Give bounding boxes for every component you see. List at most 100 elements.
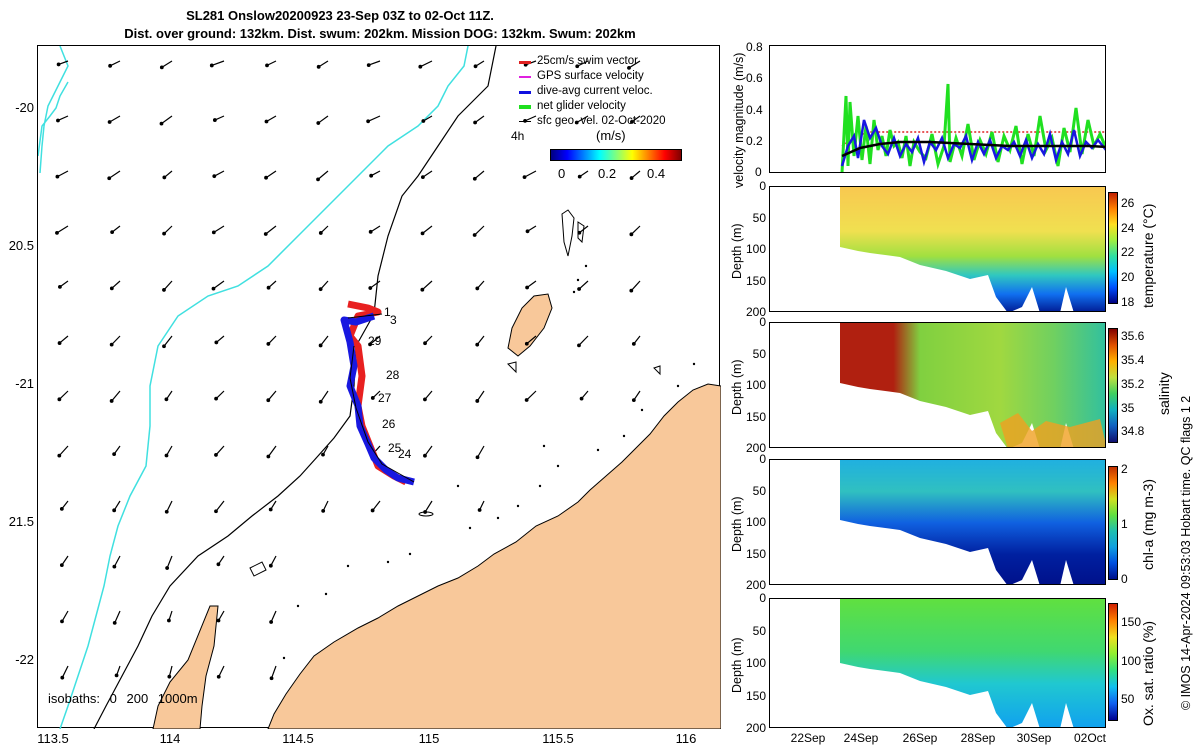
temp-cbar-tick: 18 (1121, 295, 1135, 309)
sal-cbar-tick: 35 (1121, 401, 1135, 415)
oxy-cbar-tick: 150 (1121, 615, 1142, 629)
velocity-arrow (113, 555, 121, 567)
velocity-arrow-head (162, 344, 166, 349)
vel-tick: 0.8 (746, 40, 763, 54)
velocity-arrow-head (524, 398, 529, 402)
date-tick: 30Sep (1016, 731, 1052, 745)
velocity-arrow-head (420, 231, 425, 236)
temp-cbar-tick: 26 (1121, 196, 1135, 210)
velocity-arrow (476, 390, 485, 402)
velocity-arrow-head (318, 343, 323, 348)
velocity-arrow-head (368, 342, 372, 347)
velocity-arrow-head (110, 230, 115, 235)
velocity-arrow (215, 445, 225, 456)
velocity-arrow-head (159, 121, 164, 126)
velocity-arrow-head (321, 508, 326, 513)
temp-cbar-tick: 24 (1121, 221, 1135, 235)
velocity-arrow-head (214, 453, 218, 457)
day-label: 3 (390, 313, 397, 327)
velocity-arrow-head (575, 64, 580, 69)
velocity-arrow-head (109, 399, 114, 403)
date-tick: 22Sep (790, 731, 826, 745)
vel-tick: 0.6 (746, 71, 763, 85)
velocity-arrow (524, 115, 537, 122)
velocity-arrow-head (266, 398, 271, 403)
velocity-arrow (108, 170, 121, 179)
sal-cbar-tick: 35.2 (1121, 377, 1145, 391)
depth-tick: 100 (745, 515, 766, 529)
velocity-arrow (526, 335, 537, 345)
depth-tick: 150 (745, 546, 766, 561)
velocity-arrow-head (212, 174, 217, 179)
velocity-arrow (270, 610, 277, 623)
velocity-arrow-head (522, 175, 527, 180)
date-tick: 28Sep (960, 731, 996, 745)
velocity-arrow (372, 500, 381, 511)
velocity-arrow (421, 280, 433, 291)
chla-colorbar (1108, 466, 1118, 580)
velocity-arrow-head (56, 62, 61, 67)
reef-islands (249, 209, 661, 577)
velocity-arrow-head (316, 177, 320, 182)
velocity-arrow (317, 170, 329, 180)
velocity-arrow-head (423, 341, 427, 346)
chla-section (840, 460, 1105, 584)
date-tick: 24Sep (843, 731, 879, 745)
temperature-section (840, 187, 1105, 311)
date-tick: 02Oct (1073, 731, 1106, 745)
velocity-arrow (576, 60, 589, 67)
velocity-arrow (524, 170, 537, 178)
velocity-arrow (114, 610, 121, 624)
velocity-arrow (161, 60, 173, 68)
velocity-arrow-head (579, 396, 584, 401)
velocity-arrow (422, 225, 433, 234)
depth-tick: 0 (759, 591, 766, 605)
velocity-arrow-head (420, 287, 425, 292)
net-velocity-line (840, 83, 1105, 172)
lat-tick: -21 (15, 376, 34, 391)
vel-ylabel: velocity magnitude (m/s) (732, 52, 746, 188)
velocity-arrow (61, 610, 69, 622)
velocity-arrow-head (164, 509, 169, 514)
lon-tick: 113.5 (37, 731, 69, 746)
velocity-arrow-head (366, 119, 371, 124)
vel-tick: 0.2 (746, 134, 763, 148)
velocity-arrow-head (368, 286, 373, 290)
chla-panel[interactable] (769, 459, 1106, 585)
velocity-arrow-head (209, 63, 214, 68)
depth-tick: 0 (759, 179, 766, 193)
velocity-arrow-head (318, 231, 323, 235)
salinity-panel[interactable] (769, 322, 1106, 448)
temperature-panel[interactable] (769, 186, 1106, 312)
velocity-arrow-head (58, 284, 62, 289)
sal-cbar-tick: 34.8 (1121, 424, 1145, 438)
velocity-arrow-head (629, 288, 634, 293)
oxygen-section (840, 599, 1105, 727)
velocity-arrow-head (265, 63, 269, 68)
velocity-arrow (58, 445, 69, 457)
credit-text: © IMOS 14-Apr-2024 09:53:03 Hobart time.… (1179, 395, 1193, 710)
lat-tick: -22 (15, 652, 34, 667)
track-black (347, 313, 415, 483)
velocity-arrow-head (629, 176, 634, 180)
temp-cbar-label: temperature (°C) (1140, 203, 1156, 308)
velocity-arrow-head (475, 342, 480, 347)
oxygen-panel[interactable] (769, 598, 1106, 728)
day-label: 24 (398, 447, 412, 461)
velocity-arrow-head (318, 399, 323, 404)
velocity-arrow-head (109, 286, 114, 291)
velocity-arrow (163, 280, 173, 291)
velocity-arrow-head (525, 285, 530, 290)
isobath-200m (38, 46, 469, 729)
velocity-arrow-head (577, 343, 581, 348)
velocity-arrow (320, 390, 329, 403)
velocity-panel[interactable] (769, 45, 1106, 173)
vel-tick: 0 (755, 165, 762, 179)
velocity-arrow (213, 280, 225, 290)
map-panel[interactable] (37, 45, 721, 729)
lat-tick: -20 (15, 100, 34, 115)
velocity-arrow-head (108, 63, 113, 68)
velocity-arrow-head (368, 229, 373, 234)
velocity-arrow (213, 225, 225, 233)
oxygen-colorbar (1108, 603, 1118, 721)
